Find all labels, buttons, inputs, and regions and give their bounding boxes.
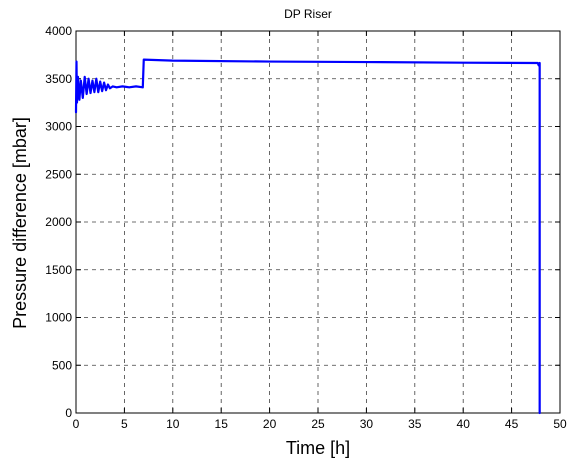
- y-tick-label: 1500: [45, 263, 72, 277]
- grid: [76, 31, 560, 413]
- y-tick-label: 2500: [45, 167, 72, 181]
- ticks: 0 5 10 15 20 25 30 35 40 45 5005001000150020002500…: [45, 24, 567, 431]
- y-tick-label: 3500: [45, 72, 72, 86]
- x-tick-label: 25: [311, 417, 325, 431]
- x-tick-label: 5: [121, 417, 128, 431]
- y-axis-title: Pressure difference [mbar]: [10, 117, 30, 329]
- y-tick-label: 3000: [45, 120, 72, 134]
- x-axis-title: Time [h]: [286, 438, 350, 458]
- y-tick-label: 0: [65, 406, 72, 420]
- y-tick-label: 500: [52, 358, 72, 372]
- x-tick-label: 35: [408, 417, 422, 431]
- x-tick-label: 45: [505, 417, 519, 431]
- x-tick-label: 50: [553, 417, 567, 431]
- series-layer: [74, 58, 541, 415]
- y-tick-label: 2000: [45, 215, 72, 229]
- x-tick-label: 20: [263, 417, 277, 431]
- x-tick-label: 40: [457, 417, 471, 431]
- x-tick-label: 15: [215, 417, 229, 431]
- x-tick-label: 0: [73, 417, 80, 431]
- x-tick-label: 30: [360, 417, 374, 431]
- y-tick-label: 4000: [45, 24, 72, 38]
- x-tick-label: 10: [166, 417, 180, 431]
- chart-title: DP Riser: [284, 7, 332, 21]
- series-line-0: [74, 58, 541, 415]
- y-tick-label: 1000: [45, 311, 72, 325]
